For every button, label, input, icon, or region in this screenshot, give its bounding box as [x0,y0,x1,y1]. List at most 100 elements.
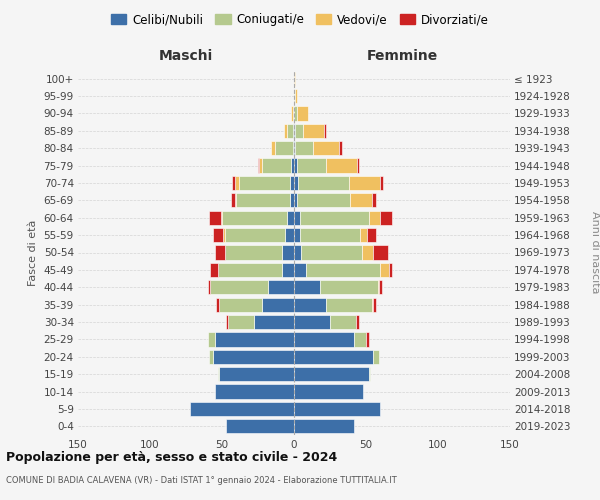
Text: Popolazione per età, sesso e stato civile - 2024: Popolazione per età, sesso e stato civil… [6,451,337,464]
Bar [300,210,369,225]
Bar [222,210,287,225]
Bar [294,193,297,208]
Bar [294,158,297,172]
Bar [232,176,235,190]
Bar [230,193,235,208]
Bar [294,384,363,398]
Bar [372,193,376,208]
Bar [294,72,295,86]
Bar [294,228,300,242]
Bar [291,158,294,172]
Y-axis label: Fasce di età: Fasce di età [28,220,38,286]
Bar [294,298,326,312]
Bar [373,350,379,364]
Bar [287,124,293,138]
Bar [295,124,302,138]
Bar [236,193,290,208]
Bar [350,193,372,208]
Bar [293,141,294,156]
Y-axis label: Anni di nascita: Anni di nascita [590,211,600,294]
Bar [389,263,392,277]
Bar [377,280,379,294]
Bar [226,419,294,434]
Bar [379,280,382,294]
Bar [271,141,275,156]
Bar [214,350,294,364]
Bar [287,210,294,225]
Bar [223,228,225,242]
Legend: Celibi/Nubili, Coniugati/e, Vedovi/e, Divorziati/e: Celibi/Nubili, Coniugati/e, Vedovi/e, Di… [106,8,494,31]
Bar [293,124,294,138]
Bar [226,315,228,329]
Bar [211,263,218,277]
Bar [211,280,268,294]
Bar [190,402,294,416]
Bar [283,263,294,277]
Bar [294,89,295,103]
Bar [215,332,294,346]
Bar [297,106,308,120]
Bar [235,193,236,208]
Bar [294,402,380,416]
Bar [235,176,239,190]
Bar [300,228,360,242]
Bar [208,280,211,294]
Bar [262,298,294,312]
Bar [294,263,305,277]
Bar [259,158,262,172]
Bar [294,176,298,190]
Bar [291,106,293,120]
Bar [219,367,294,382]
Text: COMUNE DI BADIA CALAVENA (VR) - Dati ISTAT 1° gennaio 2024 - Elaborazione TUTTIT: COMUNE DI BADIA CALAVENA (VR) - Dati IST… [6,476,397,485]
Bar [373,246,388,260]
Text: Maschi: Maschi [159,49,213,63]
Bar [295,141,313,156]
Bar [239,176,290,190]
Bar [380,176,383,190]
Bar [294,350,373,364]
Bar [305,263,380,277]
Bar [302,124,324,138]
Bar [298,176,349,190]
Bar [367,228,376,242]
Bar [225,228,286,242]
Bar [268,280,294,294]
Bar [294,246,301,260]
Bar [290,193,294,208]
Bar [294,141,295,156]
Bar [301,246,362,260]
Bar [369,367,370,382]
Bar [320,280,377,294]
Bar [356,315,359,329]
Bar [330,315,356,329]
Bar [209,210,221,225]
Bar [362,246,373,260]
Bar [258,158,259,172]
Bar [380,263,389,277]
Bar [286,228,294,242]
Text: Femmine: Femmine [367,49,437,63]
Bar [380,210,392,225]
Bar [294,367,369,382]
Bar [294,419,355,434]
Bar [294,106,297,120]
Bar [297,158,326,172]
Bar [290,176,294,190]
Bar [355,332,366,346]
Bar [214,228,223,242]
Bar [218,263,283,277]
Bar [254,315,294,329]
Bar [225,246,283,260]
Bar [294,332,355,346]
Bar [294,280,320,294]
Bar [338,141,341,156]
Bar [326,298,372,312]
Bar [358,158,359,172]
Bar [215,384,294,398]
Bar [373,298,376,312]
Bar [294,315,330,329]
Bar [360,228,367,242]
Bar [283,246,294,260]
Bar [262,158,291,172]
Bar [295,89,297,103]
